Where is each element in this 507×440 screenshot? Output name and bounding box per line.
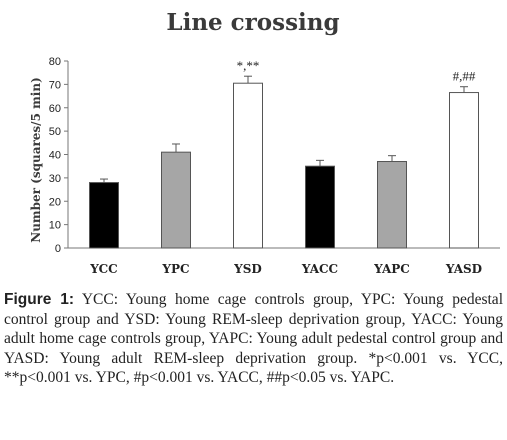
y-tick-label: 80: [49, 56, 61, 68]
x-tick-label: YPC: [161, 262, 189, 276]
x-tick-label: YSD: [233, 262, 262, 276]
bar: [377, 161, 407, 249]
x-tick-label: YASD: [445, 262, 482, 276]
y-tick-label: 40: [49, 150, 61, 162]
y-ticks: 0 10 20 30 40 50 60 70 80: [49, 56, 68, 255]
bar: [161, 151, 191, 249]
chart-title: Line crossing: [166, 9, 339, 36]
bar-chart: Line crossing Number (squares/5 min) 0 10…: [29, 9, 500, 276]
axes: [67, 61, 500, 249]
significance-label: *,**: [237, 58, 260, 73]
y-axis-label: Number (squares/5 min): [29, 77, 43, 243]
significance-label: #,##: [453, 69, 476, 84]
y-tick-label: 60: [49, 103, 61, 115]
x-tick-label: YAPC: [373, 262, 410, 276]
figure-caption: Figure 1: YCC: Young home cage controls …: [4, 290, 503, 388]
x-tick-label: YACC: [301, 262, 338, 276]
y-tick-label: 20: [49, 196, 61, 208]
y-tick-label: 50: [49, 126, 61, 138]
y-tick-label: 0: [55, 243, 61, 255]
caption-label: Figure 1:: [4, 291, 74, 308]
bars: *,** #,##: [89, 58, 479, 249]
x-tick-label: YCC: [89, 262, 117, 276]
bar: [449, 92, 479, 249]
bar: [305, 165, 335, 249]
y-tick-label: 10: [49, 220, 61, 232]
caption-text: YCC: Young home cage controls group, YPC…: [4, 291, 503, 387]
y-tick-label: 70: [49, 79, 61, 91]
bar: [89, 182, 119, 249]
x-tick-labels: YCC YPC YSD YACC YAPC YASD: [89, 262, 482, 276]
y-tick-label: 30: [49, 173, 61, 185]
bar: [233, 82, 263, 249]
